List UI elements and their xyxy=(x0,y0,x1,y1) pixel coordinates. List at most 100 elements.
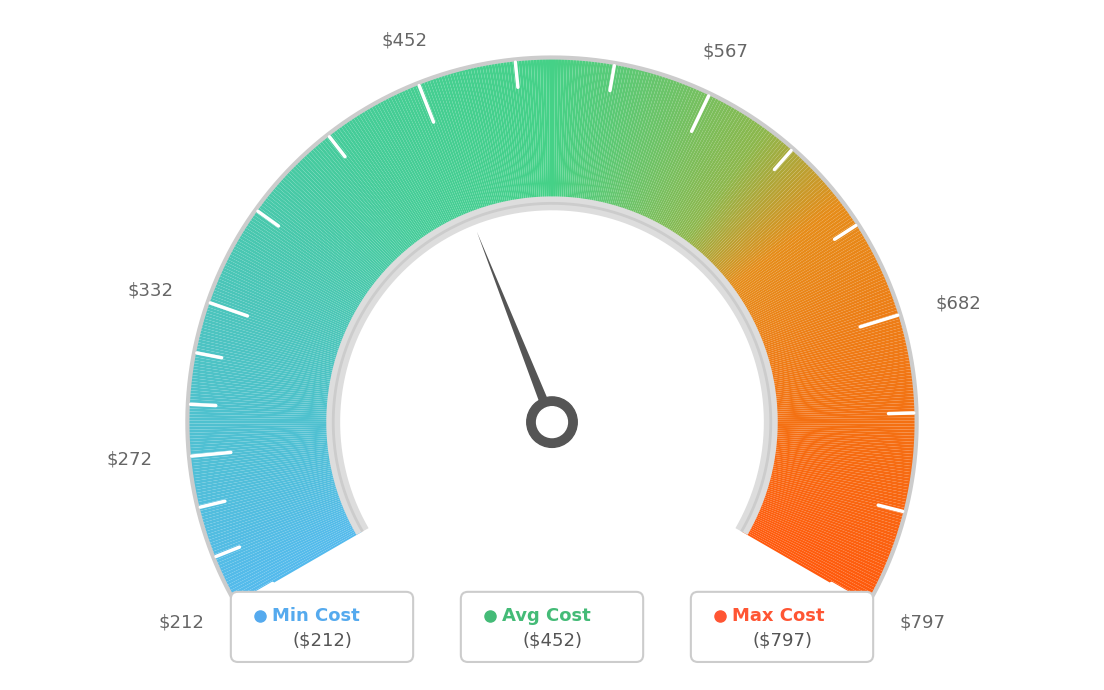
Wedge shape xyxy=(743,526,872,599)
Wedge shape xyxy=(190,447,335,466)
Wedge shape xyxy=(768,372,914,394)
Wedge shape xyxy=(219,273,352,334)
Wedge shape xyxy=(560,58,567,204)
Wedge shape xyxy=(188,415,333,420)
Wedge shape xyxy=(236,237,363,313)
Text: Max Cost: Max Cost xyxy=(732,607,824,624)
Wedge shape xyxy=(757,298,895,349)
Wedge shape xyxy=(199,475,340,514)
Circle shape xyxy=(537,406,567,437)
Wedge shape xyxy=(768,366,913,390)
Wedge shape xyxy=(209,497,347,549)
Wedge shape xyxy=(217,275,352,335)
Wedge shape xyxy=(720,188,832,283)
Wedge shape xyxy=(189,443,335,460)
Wedge shape xyxy=(639,88,700,222)
Wedge shape xyxy=(188,405,333,414)
Wedge shape xyxy=(309,148,407,259)
Wedge shape xyxy=(716,183,829,280)
Wedge shape xyxy=(769,443,915,460)
Wedge shape xyxy=(432,77,481,215)
Wedge shape xyxy=(453,70,495,212)
Wedge shape xyxy=(761,315,902,359)
Wedge shape xyxy=(216,507,351,566)
Wedge shape xyxy=(220,512,353,575)
Wedge shape xyxy=(740,235,867,311)
Wedge shape xyxy=(724,197,840,288)
Wedge shape xyxy=(679,126,766,245)
Wedge shape xyxy=(250,217,371,300)
Wedge shape xyxy=(614,72,657,213)
Wedge shape xyxy=(282,176,391,276)
Wedge shape xyxy=(764,333,906,371)
Wedge shape xyxy=(206,304,346,353)
Wedge shape xyxy=(689,138,783,253)
Wedge shape xyxy=(758,301,896,351)
Wedge shape xyxy=(725,199,842,290)
Wedge shape xyxy=(612,71,655,212)
Wedge shape xyxy=(609,70,651,212)
Wedge shape xyxy=(189,390,335,405)
Wedge shape xyxy=(682,129,772,247)
Wedge shape xyxy=(678,124,764,244)
Wedge shape xyxy=(750,264,882,329)
Wedge shape xyxy=(756,289,893,344)
Wedge shape xyxy=(203,313,343,358)
Wedge shape xyxy=(251,214,372,299)
Wedge shape xyxy=(688,137,781,252)
Wedge shape xyxy=(225,259,357,326)
Wedge shape xyxy=(188,400,333,411)
Wedge shape xyxy=(190,375,335,395)
Wedge shape xyxy=(747,519,879,586)
Wedge shape xyxy=(305,152,405,262)
Wedge shape xyxy=(771,417,916,421)
Wedge shape xyxy=(495,61,519,206)
Wedge shape xyxy=(733,217,854,300)
Wedge shape xyxy=(211,289,348,344)
Wedge shape xyxy=(188,425,333,430)
Wedge shape xyxy=(363,108,440,235)
Wedge shape xyxy=(702,157,804,264)
Wedge shape xyxy=(561,58,571,204)
Polygon shape xyxy=(333,204,771,531)
Wedge shape xyxy=(191,366,336,390)
Wedge shape xyxy=(189,393,333,406)
Wedge shape xyxy=(765,471,907,505)
Wedge shape xyxy=(615,73,660,213)
Wedge shape xyxy=(746,256,878,324)
Wedge shape xyxy=(577,60,597,205)
Text: ($797): ($797) xyxy=(752,632,813,650)
Wedge shape xyxy=(264,197,380,288)
Wedge shape xyxy=(705,163,810,268)
Wedge shape xyxy=(768,451,914,473)
Wedge shape xyxy=(328,132,420,250)
Wedge shape xyxy=(666,110,743,236)
Wedge shape xyxy=(188,417,333,421)
Wedge shape xyxy=(314,144,411,257)
Wedge shape xyxy=(355,113,436,238)
Wedge shape xyxy=(694,146,793,258)
Wedge shape xyxy=(262,199,379,290)
Wedge shape xyxy=(699,152,799,262)
Wedge shape xyxy=(214,505,350,564)
Wedge shape xyxy=(763,327,905,367)
Wedge shape xyxy=(216,278,351,337)
Wedge shape xyxy=(762,481,903,523)
Wedge shape xyxy=(326,135,417,250)
Wedge shape xyxy=(202,484,343,529)
Wedge shape xyxy=(552,57,555,204)
Wedge shape xyxy=(191,454,336,478)
Wedge shape xyxy=(730,209,850,296)
Wedge shape xyxy=(365,107,442,234)
Wedge shape xyxy=(195,342,339,376)
Wedge shape xyxy=(204,488,344,535)
Wedge shape xyxy=(769,390,915,405)
Wedge shape xyxy=(715,180,827,279)
Wedge shape xyxy=(746,522,877,591)
Wedge shape xyxy=(519,59,533,204)
Text: $332: $332 xyxy=(127,281,173,299)
Wedge shape xyxy=(652,98,722,228)
Wedge shape xyxy=(764,474,906,511)
Wedge shape xyxy=(596,65,628,208)
Wedge shape xyxy=(574,59,592,205)
